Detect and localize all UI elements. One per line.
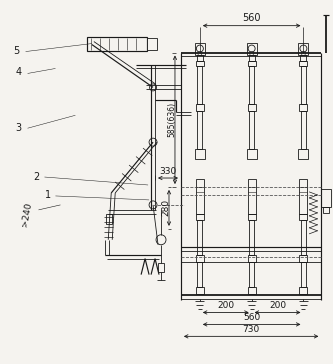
Bar [299,286,307,293]
Bar [300,55,306,60]
Bar [197,262,202,286]
Text: 200: 200 [269,301,286,310]
Bar [249,67,254,104]
Bar [299,255,307,262]
Bar [249,111,254,149]
Text: 560: 560 [243,313,260,322]
Bar [197,220,202,255]
Bar [248,255,256,262]
Bar [248,104,256,111]
Text: 2: 2 [33,172,40,182]
Text: 585(636): 585(636) [167,102,176,137]
Bar [301,262,306,286]
Bar [248,286,256,293]
Bar [106,214,112,224]
Bar [197,55,203,60]
Bar [197,67,202,104]
Bar [299,104,307,111]
Bar [247,149,257,159]
Bar [196,104,204,111]
Bar [248,214,256,220]
Text: 730: 730 [242,325,260,334]
Bar [195,43,205,55]
Text: 280: 280 [161,199,170,217]
Bar [158,263,164,272]
Bar [87,37,147,51]
Bar [298,43,308,55]
Bar [248,60,256,67]
Bar [195,149,205,159]
Bar [323,207,329,213]
Bar [301,67,306,104]
Text: 1: 1 [45,190,52,200]
Bar [301,220,306,255]
Text: 330: 330 [160,166,176,175]
Text: 5: 5 [14,46,20,56]
Bar [247,43,257,55]
Bar [249,220,254,255]
Bar [299,179,307,214]
Text: >240: >240 [20,202,33,228]
Bar [196,179,204,214]
Bar [301,111,306,149]
Bar [299,214,307,220]
Bar [298,149,308,159]
Bar [196,286,204,293]
Bar [196,60,204,67]
Bar [249,55,255,60]
Bar [197,111,202,149]
Bar [299,60,307,67]
Text: 560: 560 [242,13,261,23]
Bar [196,214,204,220]
Text: 200: 200 [217,301,234,310]
Bar [321,189,331,207]
Bar [248,179,256,214]
Text: 4: 4 [16,67,22,78]
Bar [249,262,254,286]
Bar [196,255,204,262]
Bar [147,37,157,50]
Text: 3: 3 [16,123,22,133]
